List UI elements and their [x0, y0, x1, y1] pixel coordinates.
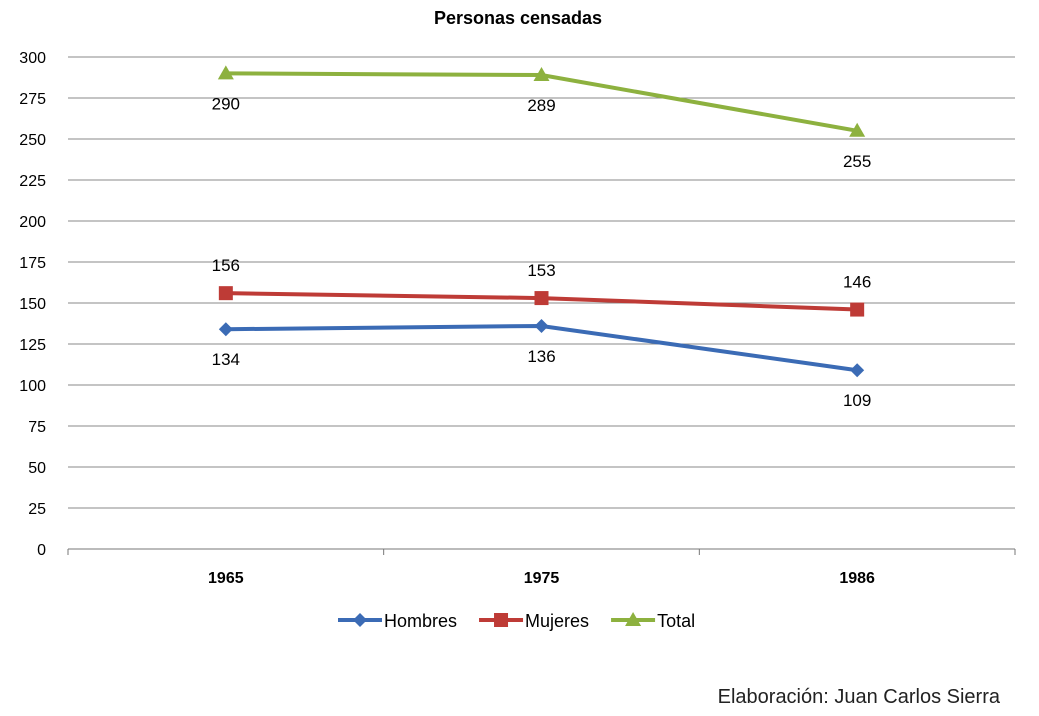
total-point — [217, 65, 234, 80]
mujeres-point — [850, 302, 865, 317]
chart-title: Personas censadas — [434, 8, 602, 28]
y-tick-label: 50 — [28, 460, 46, 477]
y-tick-label: 100 — [19, 378, 46, 395]
total-point — [849, 122, 866, 137]
series-hombres: 134 136 109 — [212, 318, 871, 410]
y-tick-label: 125 — [19, 337, 46, 354]
legend-label: Total — [657, 611, 695, 631]
legend-mujeres-marker — [494, 613, 509, 627]
legend-total-marker — [625, 612, 642, 626]
series-total: 290 289 255 — [212, 65, 871, 171]
hombres-point — [218, 322, 233, 337]
y-tick-label: 25 — [28, 501, 46, 518]
x-tick-label: 1965 — [208, 570, 244, 587]
mujeres-data-label: 156 — [212, 256, 240, 275]
y-tick-label: 275 — [19, 91, 46, 108]
x-tick-label: 1986 — [839, 570, 875, 587]
hombres-data-label: 136 — [527, 347, 555, 366]
x-tick-label: 1975 — [524, 570, 560, 587]
mujeres-point — [218, 286, 233, 301]
hombres-point — [534, 318, 549, 333]
y-tick-label: 0 — [37, 542, 46, 559]
hombres-point — [850, 363, 865, 378]
total-data-label: 255 — [843, 152, 871, 171]
y-tick-label: 250 — [19, 132, 46, 149]
y-tick-label: 200 — [19, 214, 46, 231]
mujeres-data-label: 146 — [843, 273, 871, 292]
y-tick-label: 75 — [28, 419, 46, 436]
mujeres-data-label: 153 — [527, 261, 555, 280]
total-data-label: 289 — [527, 96, 555, 115]
credit-text: Elaboración: Juan Carlos Sierra — [718, 686, 1001, 708]
series-mujeres: 156 153 146 — [212, 256, 871, 317]
hombres-data-label: 134 — [212, 350, 240, 369]
legend-hombres-marker — [353, 613, 367, 627]
total-data-label: 290 — [212, 94, 240, 113]
legend-label: Mujeres — [525, 611, 589, 631]
mujeres-point — [534, 291, 549, 306]
y-tick-label: 300 — [19, 50, 46, 67]
y-tick-label: 225 — [19, 173, 46, 190]
total-point — [533, 67, 550, 82]
y-tick-label: 150 — [19, 296, 46, 313]
y-tick-label: 175 — [19, 255, 46, 272]
hombres-data-label: 109 — [843, 391, 871, 410]
legend-item-mujeres: Mujeres — [479, 611, 589, 631]
legend-item-hombres: Hombres — [338, 611, 457, 631]
legend-label: Hombres — [384, 611, 457, 631]
legend-item-total: Total — [611, 611, 695, 631]
